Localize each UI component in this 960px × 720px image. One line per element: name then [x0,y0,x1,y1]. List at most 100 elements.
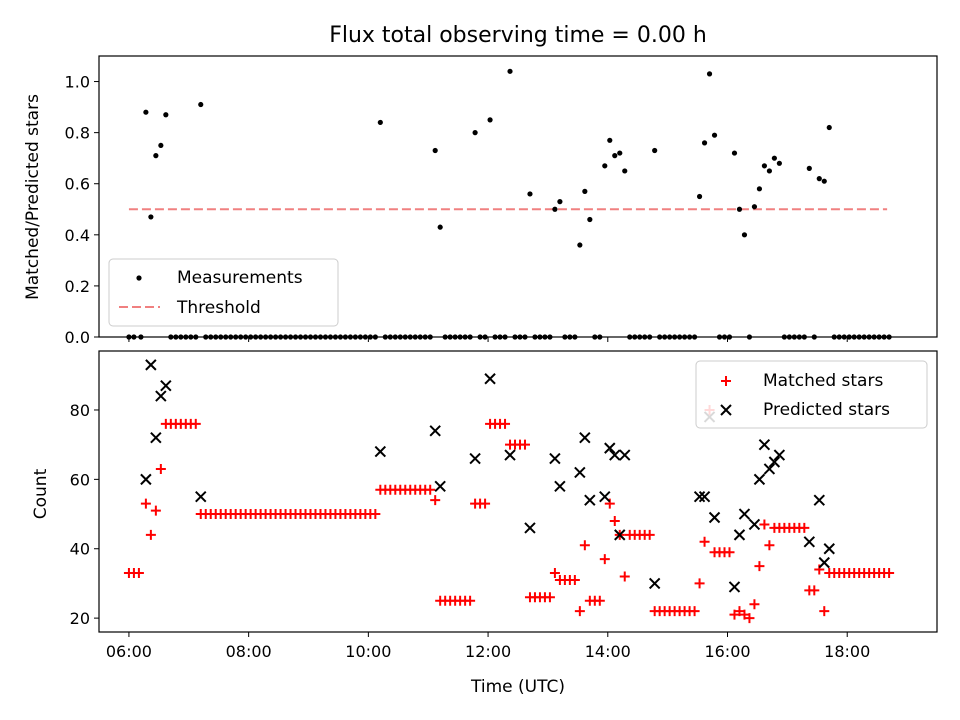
y-tick-label: 0.8 [65,124,90,143]
matched-star-point [579,540,590,551]
measurement-point [761,163,768,169]
predicted-star-point [604,442,616,454]
y-tick-label: 0.6 [65,175,90,194]
matched-star-point [819,606,830,617]
matched-star-point [694,578,705,589]
y-tick-label: 80 [70,401,90,420]
measurement-point [143,109,149,115]
matched-star-point [744,613,755,624]
measurement-point [731,150,738,156]
predicted-star-point [753,473,766,486]
matched-star-point [609,515,620,526]
predicted-star-point [469,452,481,465]
measurement-point [587,216,593,223]
matched-star-point [759,519,770,530]
matched-star-point [599,554,610,565]
predicted-star-point [648,577,661,590]
predicted-star-point [823,543,835,555]
matched-star-point [140,498,151,509]
matched-star-point [644,529,655,540]
y-tick-label: 0.4 [65,226,90,245]
matched-star-point [480,498,491,509]
predicted-star-point [429,425,441,437]
measurement-point [148,214,154,220]
predicted-star-point [738,508,751,520]
predicted-star-point [773,449,786,461]
matched-star-point [465,595,476,606]
matched-star-point [689,606,700,617]
legend-predicted-marker [720,404,732,416]
legend-bottom [695,360,928,429]
measurement-point [552,206,558,212]
predicted-star-point [758,438,771,451]
axes-frame [98,55,938,338]
measurement-point [821,178,827,184]
matched-star-point [574,606,585,617]
matched-star-point [190,418,201,429]
matched-star-point [544,592,555,603]
measurement-point [806,165,812,171]
count-panel: 20 40 60 80 06:00 08:00 10:00 12:00 14:00 16:00 18… [70,350,938,661]
matched-star-point [549,568,560,579]
matched-star-point [594,595,605,606]
measurement-point [507,68,513,74]
predicted-star-point [524,522,536,534]
predicted-star-point [693,490,706,503]
predicted-star-point [733,529,746,541]
predicted-star-point [818,556,830,569]
measurement-point [776,160,782,166]
y-axis-label-bottom: Count [31,468,51,519]
matched-star-point [145,529,156,540]
predicted-star-point [195,490,207,503]
matched-star-point [619,571,630,582]
x-tick-label: 12:00 [465,642,511,661]
measurement-point [602,163,608,169]
measurement-point [756,186,763,192]
predicted-star-point [708,511,721,524]
measurement-point [198,101,204,108]
matched-star-point [724,547,735,558]
predicted-star-point [813,494,825,506]
predicted-star-point [145,359,157,371]
measurement-point [487,117,493,123]
measurement-point [557,199,563,205]
measurement-point [751,204,758,210]
predicted-star-point [803,536,816,548]
x-tick-label: 08:00 [226,642,272,661]
predicted-star-point [574,466,586,479]
x-tick-label: 18:00 [824,642,870,661]
legend-predicted-label: Predicted stars [763,400,890,420]
matched-star-point [764,540,775,551]
matched-star-point [519,439,530,450]
legend-matched-marker [721,376,731,386]
y-tick-label: 1.0 [65,73,90,92]
x-axis-label: Time (UTC) [470,677,565,697]
measurement-point [652,147,658,154]
predicted-star-point [748,518,761,531]
legend-top [108,258,339,327]
x-tick-label: 10:00 [345,642,391,661]
matched-star-point [754,561,765,572]
predicted-star-point [554,480,566,493]
predicted-star-point [160,379,172,392]
measurement-point [736,206,743,212]
matched-star-point [699,536,710,547]
y-tick-label: 0.2 [65,277,90,296]
measurement-point [826,124,832,131]
y-axis-label-top: Matched/Predicted stars [23,94,43,300]
measurement-point [432,147,438,154]
measurement-point [816,176,822,182]
legend-threshold-label: Threshold [176,298,261,318]
matched-star-point [814,564,825,575]
measurement-point [617,150,623,156]
measurement-point [158,142,164,149]
chart-title: Flux total observing time = 0.00 h [329,23,707,48]
measurement-point [163,112,169,118]
x-tick-label: 14:00 [585,642,631,661]
measurement-point [153,153,159,159]
legend-measurements-label: Measurements [177,268,303,288]
matched-star-point [809,585,820,596]
measurement-point [701,140,708,146]
matched-star-point [150,505,161,516]
